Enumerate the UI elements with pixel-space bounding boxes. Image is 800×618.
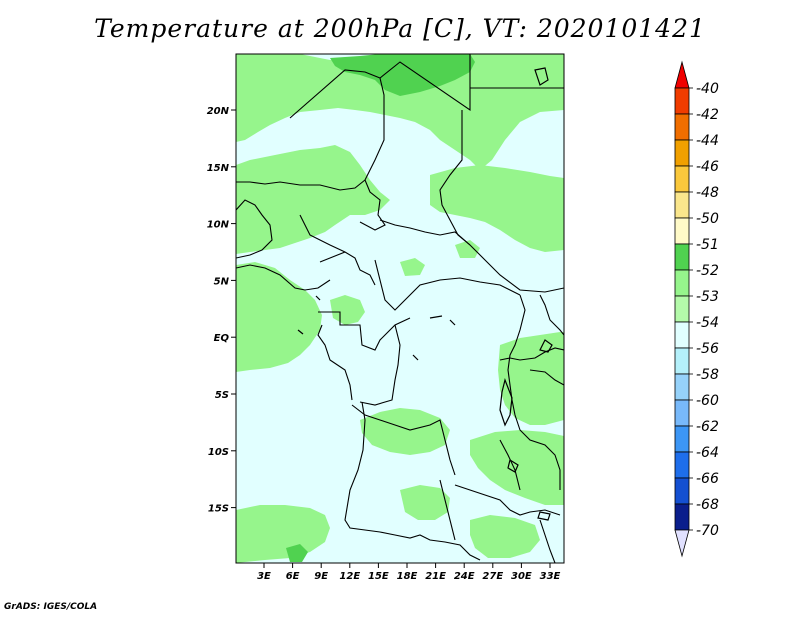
colorbar-label: -46 (696, 159, 719, 175)
colorbar-label: -62 (696, 419, 719, 435)
lat-tick-label: 20N (207, 106, 230, 117)
colorbar-label: -60 (696, 393, 719, 409)
colorbar: -40 -42 -44 -46 -48 -50 -51 -52 -53 -54 -56 -58 -60 -… (674, 60, 719, 558)
lon-tick-label: 21E (425, 571, 446, 582)
colorbar-label: -58 (696, 367, 719, 383)
colorbar-label: -53 (696, 289, 719, 305)
colorbar-swatch (674, 87, 690, 115)
colorbar-swatch (674, 113, 690, 141)
lat-tick-label: 5N (214, 276, 230, 287)
chart-title: Temperature at 200hPa [C], VT: 202010142… (94, 14, 706, 43)
colorbar-label: -40 (696, 81, 719, 97)
colorbar-swatch (674, 477, 690, 505)
colorbar-swatch (674, 321, 690, 349)
lat-tick-label: 5S (215, 390, 229, 401)
lon-tick-label: 6E (286, 571, 300, 582)
colorbar-top-arrow (674, 60, 690, 89)
colorbar-swatch (674, 269, 690, 297)
lat-tick-label: EQ (214, 333, 230, 344)
longitude-axis: 3E 6E 9E 12E 15E 18E 21E 24E 27E 30E 33E (257, 563, 561, 582)
map-frame (235, 53, 565, 564)
lat-tick-label: 10N (207, 220, 230, 231)
colorbar-label: -48 (696, 185, 719, 201)
lon-tick-label: 30E (511, 571, 532, 582)
colorbar-swatch (674, 399, 690, 427)
map-panel (236, 54, 564, 563)
colorbar-bottom-arrow (674, 529, 690, 558)
temperature-contour-minus53 (236, 54, 564, 563)
colorbar-swatch (674, 425, 690, 453)
colorbar-swatch (674, 217, 690, 245)
colorbar-label: -42 (696, 107, 719, 123)
colorbar-swatch (674, 373, 690, 401)
colorbar-label: -56 (696, 341, 719, 357)
colorbar-swatch (674, 503, 690, 531)
lon-tick-label: 9E (314, 571, 328, 582)
colorbar-swatch (674, 191, 690, 219)
lon-tick-label: 12E (339, 571, 360, 582)
colorbar-swatch (674, 295, 690, 323)
colorbar-label: -50 (696, 211, 719, 227)
colorbar-label: -68 (696, 497, 719, 513)
colorbar-label: -44 (696, 133, 719, 149)
lat-tick-label: 15N (207, 163, 230, 174)
lon-tick-label: 15E (368, 571, 389, 582)
colorbar-label: -52 (696, 263, 719, 279)
lat-tick-label: 15S (208, 504, 229, 515)
colorbar-swatch (674, 347, 690, 375)
lon-tick-label: 3E (257, 571, 271, 582)
latitude-axis: 20N 15N 10N 5N EQ 5S 10S 15S (207, 106, 236, 515)
colorbar-label: -70 (696, 523, 719, 539)
lakes (297, 67, 553, 521)
colorbar-swatch (674, 139, 690, 167)
lat-tick-label: 10S (208, 447, 229, 458)
colorbar-label: -54 (696, 315, 719, 331)
colorbar-label: -66 (696, 471, 719, 487)
grads-credit: GrADS: IGES/COLA (4, 602, 98, 612)
temperature-contour-minus52 (286, 54, 475, 562)
colorbar-label: -64 (696, 445, 719, 461)
colorbar-swatch (674, 165, 690, 193)
colorbar-label: -51 (696, 237, 719, 253)
country-borders (236, 54, 564, 563)
lon-tick-label: 33E (540, 571, 561, 582)
colorbar-swatch (674, 451, 690, 479)
colorbar-swatch (674, 243, 690, 271)
lon-tick-label: 18E (397, 571, 418, 582)
lon-tick-label: 24E (454, 571, 475, 582)
lon-tick-label: 27E (482, 571, 503, 582)
